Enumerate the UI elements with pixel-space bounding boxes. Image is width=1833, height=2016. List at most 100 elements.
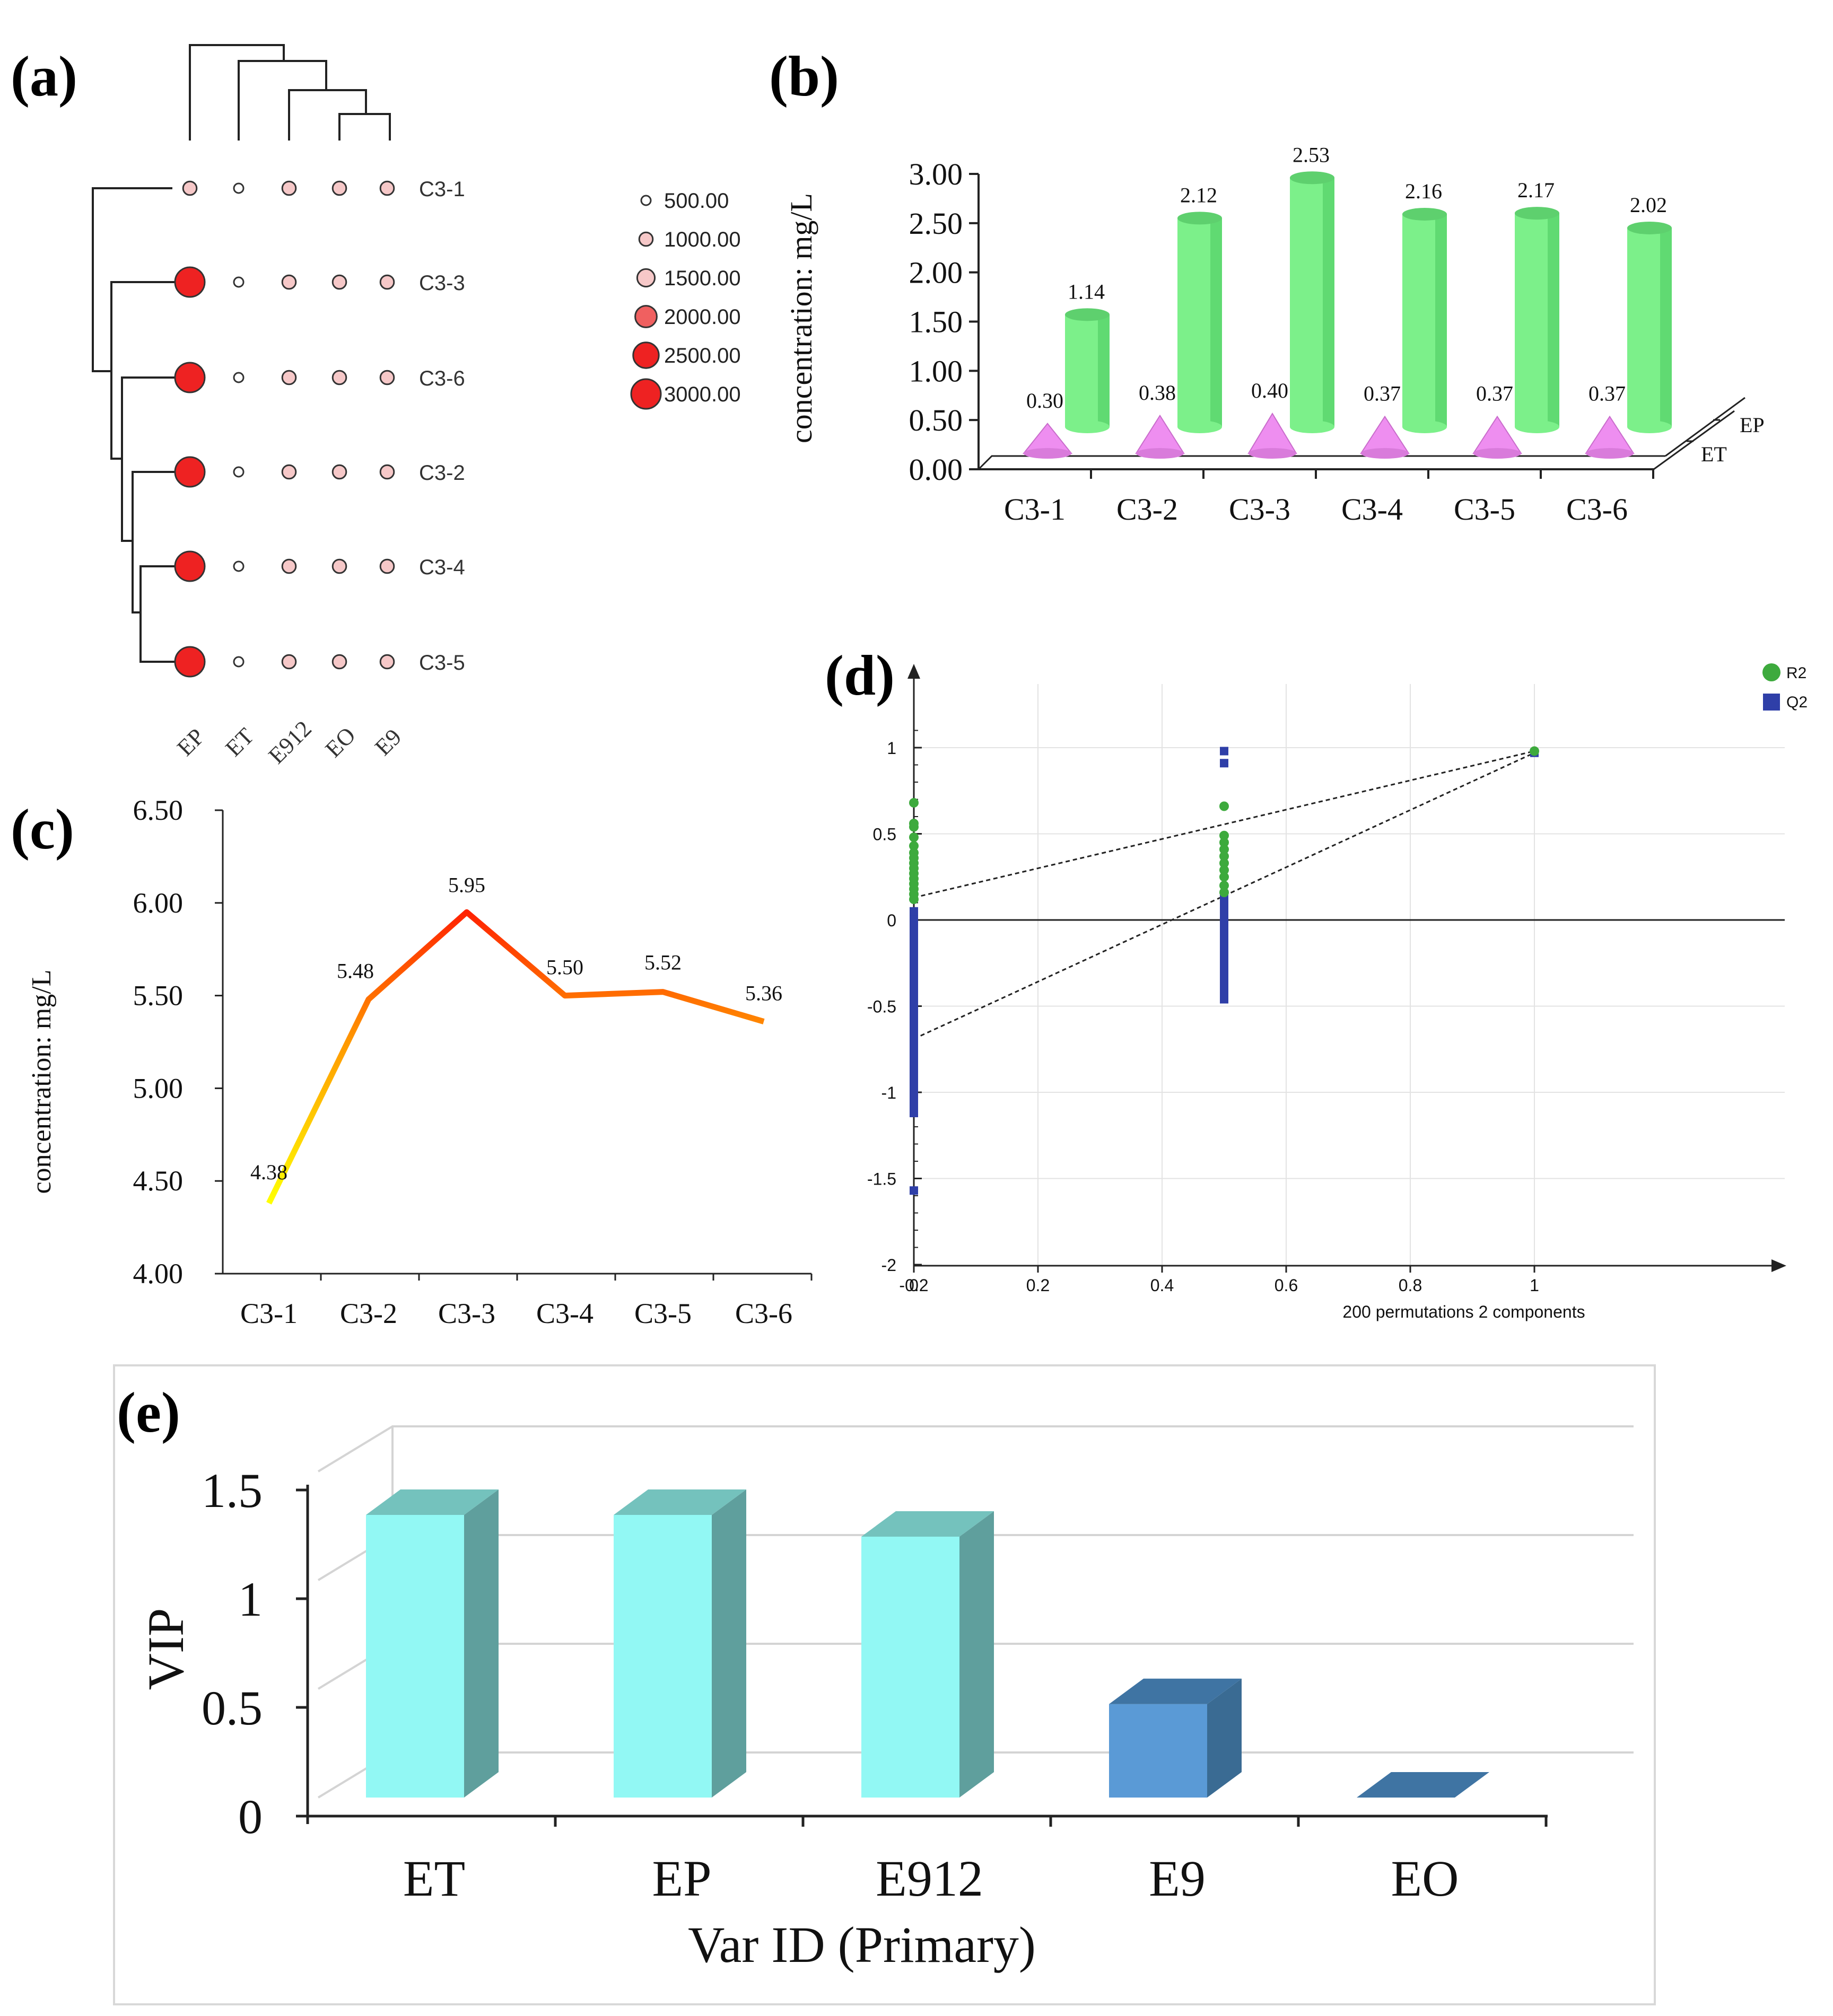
panel-c-y-ticks: 6.50 6.00 5.50 5.00 4.50 4.00 [133, 794, 223, 1290]
panel-d: (d) 10.50-0.5-1-1.5-2-0.20 0.2 0.4 0.6 0.8 1 … [825, 644, 1808, 1321]
cylinder-bottom [1515, 420, 1559, 433]
column-labels: EP ET E912 EO E9 [172, 716, 406, 769]
column-label: E9 [370, 724, 406, 760]
d-ytick-label: -1 [881, 1083, 896, 1102]
b-ytick-label: 2.00 [909, 256, 963, 290]
bubble-c3-3-ep [174, 266, 206, 298]
cone-base [1586, 448, 1634, 459]
bubble-c3-6-e912 [281, 370, 297, 385]
q2-point [1220, 995, 1228, 1004]
q2-point [1220, 981, 1228, 990]
bubble-c3-5-e9 [379, 654, 395, 670]
c-ytick-label: 6.00 [133, 887, 184, 919]
bubble-c3-6-e9 [379, 370, 395, 385]
q2-point [910, 933, 918, 942]
q2-point [1220, 916, 1228, 924]
d-ytick-label: 0 [887, 911, 896, 930]
bubble-c3-2-ep [174, 456, 206, 488]
legend-value: 1500.00 [664, 267, 741, 290]
cylinder-shade [1435, 214, 1447, 427]
q2-point [910, 1091, 918, 1100]
legend-value: 3000.00 [664, 383, 741, 406]
panel-d-y-arrow [907, 664, 920, 679]
e-bar-side [712, 1489, 746, 1798]
q2-point [910, 1186, 918, 1195]
e-bar-e9 [1109, 1704, 1207, 1798]
q2-point [910, 985, 918, 993]
e-bar-top [366, 1489, 499, 1515]
bubble-c3-4-ep [174, 550, 206, 582]
cylinder-shade [1098, 314, 1110, 427]
cone-base [1473, 448, 1521, 459]
cone-et-c3-6 [1585, 415, 1635, 454]
legend-value: 500.00 [664, 189, 729, 213]
row-label: C3-6 [419, 367, 465, 390]
e-bar-side [959, 1511, 994, 1798]
c-ytick-label: 4.50 [133, 1165, 184, 1197]
q2-point [910, 1022, 918, 1031]
b-xtick-label: C3-4 [1341, 492, 1403, 527]
b-xtick-label: C3-1 [1004, 492, 1066, 527]
legend-bubble [634, 305, 658, 328]
panel-e-bars [366, 1489, 1489, 1798]
e-ytick-label: 0 [238, 1790, 263, 1844]
d-xtick-label: 0.8 [1399, 1276, 1422, 1295]
e-ytick-label: 1.5 [202, 1463, 263, 1518]
b-xtick-label: C3-3 [1229, 492, 1290, 527]
d-regline-r2 [913, 750, 1535, 899]
panel-a-label: (a) [11, 45, 77, 108]
row-label: C3-2 [419, 461, 465, 485]
bubble-c3-1-e9 [379, 180, 395, 196]
column-label: EP [172, 723, 210, 761]
bubble-c3-2-e912 [281, 464, 297, 480]
cone-label: 0.37 [1476, 382, 1513, 406]
q2-point [1220, 967, 1228, 976]
cone-label: 0.40 [1251, 379, 1288, 402]
row-label: C3-4 [419, 556, 465, 579]
bubble-size-legend: 500.00 1000.00 1500.00 2000.00 2500.00 3000.0… [630, 189, 741, 410]
d-xtick-label: 1 [1530, 1276, 1539, 1295]
bubble-c3-3-et [233, 276, 245, 288]
panel-c-line: 4.38 5.48 5.95 5.50 5.52 5.36 [250, 873, 782, 1205]
row-label: C3-1 [419, 178, 465, 201]
b-ytick-label: 0.50 [909, 403, 963, 437]
panel-e-y-ticks: 1.5 1 0.5 0 [202, 1463, 308, 1844]
c-point-label: 5.48 [337, 959, 374, 983]
r2-point [909, 798, 919, 808]
e-xtick-label: EO [1391, 1850, 1459, 1907]
e-bar-ep [614, 1515, 712, 1798]
cone-label: 0.37 [1588, 382, 1626, 406]
legend-value: 2000.00 [664, 305, 741, 329]
r2-point [1219, 830, 1229, 840]
cylinder-bottom [1402, 420, 1447, 433]
q2-point [910, 1002, 918, 1011]
panel-c-ylabel: concentration: mg/L [27, 969, 57, 1194]
e-gridline [317, 1425, 1634, 1472]
r2-point [909, 822, 919, 832]
bubble-c3-1-et [233, 182, 245, 194]
cylinder-ep-c3-3 [1290, 178, 1334, 427]
cone-et-c3-2 [1135, 414, 1185, 454]
cone-base [1361, 448, 1409, 459]
cylinder-label: 2.17 [1517, 178, 1555, 202]
panel-b-ylabel: concentration: mg/L [784, 193, 818, 443]
panel-b-x-ticks: C3-1 C3-2 C3-3 C3-4 C3-5 C3-6 [1004, 469, 1654, 527]
d-xtick-label: 0.2 [1026, 1276, 1050, 1295]
panel-e-ylabel: VIP [137, 1608, 194, 1690]
e-xtick-label: EP [652, 1850, 711, 1907]
cylinder-ep-c3-4 [1402, 214, 1447, 427]
e-bar-top [1109, 1678, 1242, 1704]
c-xtick-label: C3-1 [240, 1298, 298, 1329]
depth-label-ep: EP [1740, 413, 1765, 437]
b-xtick-label: C3-5 [1454, 492, 1515, 527]
bubble-c3-4-et [233, 560, 245, 572]
bubble-c3-6-et [233, 372, 245, 383]
bubble-c3-3-e912 [281, 274, 297, 290]
cone-et-c3-5 [1472, 415, 1522, 454]
c-point-label: 5.95 [448, 873, 485, 897]
q2-point [910, 1074, 918, 1083]
d-ytick-label: -2 [881, 1256, 896, 1275]
panel-e-xlabel: Var ID (Primary) [688, 1916, 1036, 1973]
d-xtick-label: 0.6 [1275, 1276, 1298, 1295]
